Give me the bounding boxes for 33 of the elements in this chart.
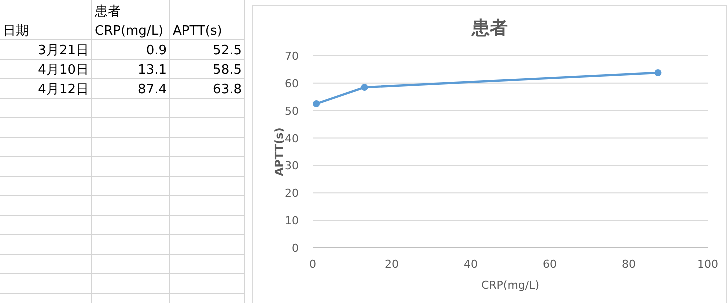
- text: 63.8: [213, 82, 242, 98]
- chart-title: 患者: [471, 18, 508, 39]
- y-tick-label: 0: [292, 242, 299, 255]
- point: [361, 84, 368, 92]
- text: 58.5: [213, 63, 242, 78]
- x-tick-label: 80: [622, 258, 636, 271]
- y-tick-label: 30: [285, 160, 299, 173]
- point: [313, 100, 320, 108]
- y-tick-label: 50: [285, 104, 299, 118]
- text: CRP(mg/L): [95, 24, 164, 39]
- text: 52.5: [213, 44, 242, 58]
- text: 4月10日: [38, 63, 89, 78]
- x-tick-label: 40: [464, 258, 478, 271]
- text: 13.1: [138, 63, 167, 78]
- x-tick-label: 60: [543, 258, 557, 271]
- x-tick-label: 0: [310, 258, 316, 271]
- y-tick-label: 10: [285, 214, 299, 228]
- y-tick-label: 20: [285, 187, 299, 200]
- text: 日期: [3, 24, 29, 39]
- text: 患者: [94, 4, 121, 20]
- text: 4月12日: [38, 82, 89, 98]
- text: 0.9: [146, 44, 167, 58]
- y-tick-label: 40: [285, 132, 299, 146]
- text: APTT(s): [173, 24, 222, 39]
- point: [654, 70, 662, 77]
- x-axis-title: CRP(mg/L): [481, 279, 540, 292]
- y-tick-label: 60: [285, 77, 299, 90]
- y-axis-title: APTT(s): [273, 128, 286, 176]
- text: 3月21日: [38, 44, 89, 58]
- text: 87.4: [138, 82, 167, 98]
- x-tick-label: 100: [698, 258, 718, 271]
- y-tick-label: 70: [285, 50, 299, 63]
- x-tick-label: 20: [385, 258, 399, 271]
